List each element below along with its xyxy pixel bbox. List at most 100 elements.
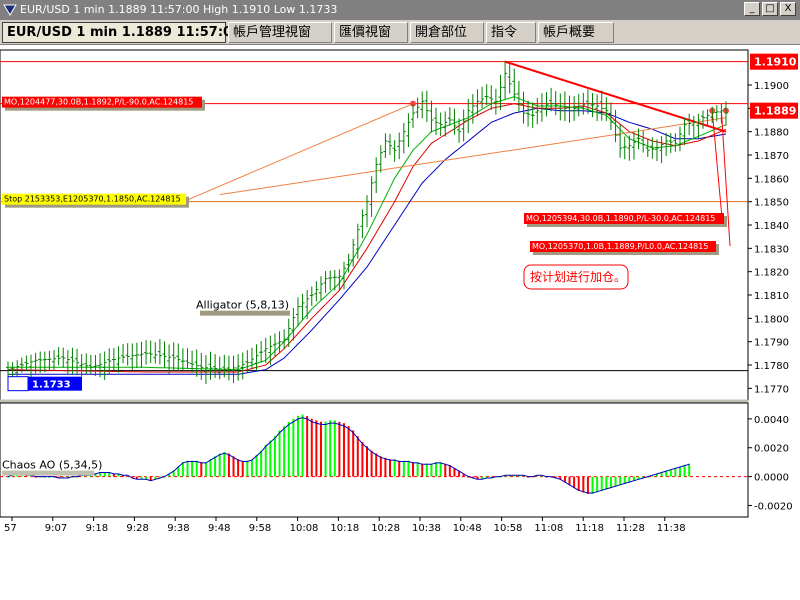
ao-bar — [361, 441, 364, 477]
ao-bar — [522, 475, 525, 477]
ao-bar — [600, 476, 603, 492]
ao-bar — [260, 450, 263, 477]
time-tick-label: 11:08 — [534, 523, 563, 534]
candle — [535, 97, 540, 125]
time-tick-label: 10:48 — [453, 523, 482, 534]
tab-quotes[interactable]: 匯價視窗 — [334, 22, 408, 43]
ao-tick-label: 0.0040 — [754, 415, 789, 426]
ao-bar — [135, 476, 138, 480]
ao-bar — [370, 450, 373, 477]
ao-bar — [255, 454, 258, 477]
tab-account-management[interactable]: 帳戶管理視窗 — [228, 22, 332, 43]
candle — [636, 128, 641, 150]
ao-bar — [112, 473, 115, 477]
ao-bar — [301, 414, 304, 477]
ao-bar — [177, 466, 180, 477]
candle — [461, 109, 466, 142]
ao-bar — [476, 476, 479, 480]
ao-bar — [619, 476, 622, 486]
ao-bar — [195, 460, 198, 477]
candle — [236, 354, 241, 381]
order-mo-1205394-text: MO,1205394,30.0B,1.1890,P/L-30.0,AC.1248… — [526, 214, 715, 223]
tab-orders[interactable]: 指令 — [486, 22, 536, 43]
candle — [125, 343, 130, 366]
candle — [75, 348, 80, 376]
tab-open-positions[interactable]: 開倉部位 — [410, 22, 484, 43]
candle — [392, 140, 397, 162]
price-chart[interactable]: 1.19001.18901.18801.18701.18601.18501.18… — [0, 45, 800, 600]
order-mo-1205370-text: MO,1205370,1.0B,1.1889,P/L0.0,AC.124815 — [532, 242, 708, 251]
candle — [544, 92, 549, 117]
candle — [530, 102, 535, 129]
stop-order-2153353-box[interactable] — [2, 193, 186, 205]
candle — [332, 269, 337, 291]
ao-bar — [471, 476, 474, 479]
candle — [650, 137, 655, 159]
ao-bar — [200, 462, 203, 477]
candle — [346, 253, 351, 273]
ao-bar — [85, 475, 88, 477]
note-text: 按计划进行加仓。 — [530, 270, 626, 284]
candle — [318, 276, 323, 301]
ao-bar — [669, 469, 672, 477]
tab-chart[interactable]: EUR/USD 1 min 1.1889 11:57:00 — [2, 22, 241, 43]
candle — [341, 261, 346, 290]
candle — [539, 93, 544, 122]
trendline-lower — [219, 117, 727, 196]
ao-bar — [278, 430, 281, 477]
ao-bar — [191, 460, 194, 477]
ao-bar — [439, 462, 442, 477]
ao-bar — [637, 476, 640, 480]
candle — [374, 157, 379, 194]
ao-bar — [462, 473, 465, 477]
price-tick-label: 1.1900 — [754, 81, 789, 92]
candle — [572, 96, 577, 121]
order-mo-1205394-box[interactable] — [524, 213, 724, 224]
ao-bar — [665, 470, 668, 477]
candle — [562, 91, 567, 122]
ao-bar — [99, 472, 102, 477]
ao-bar — [490, 476, 493, 479]
price-tick-label: 1.1770 — [754, 384, 789, 395]
minimize-button[interactable]: _ — [744, 2, 760, 16]
candle — [516, 80, 521, 112]
low-price-label: 1.1733 — [32, 380, 71, 391]
candle — [714, 105, 719, 122]
candle — [673, 133, 678, 152]
maximize-button[interactable]: □ — [762, 2, 778, 16]
ao-bar — [273, 436, 276, 477]
ao-bar — [389, 459, 392, 477]
candle — [240, 352, 245, 380]
price-tick-label: 1.1820 — [754, 268, 789, 279]
candle — [480, 86, 485, 109]
candle — [668, 133, 673, 154]
candle — [443, 111, 448, 137]
ao-bar — [103, 472, 106, 477]
candle — [388, 133, 393, 156]
order-mo-1205370-box[interactable] — [530, 241, 716, 252]
candle — [231, 355, 236, 384]
note-callout[interactable] — [523, 264, 629, 290]
candle — [677, 126, 682, 152]
ao-pane-frame — [0, 402, 749, 518]
candle — [162, 341, 167, 368]
candle — [29, 354, 34, 377]
ao-bar — [140, 476, 143, 480]
candle — [613, 109, 618, 143]
tab-account-summary[interactable]: 帳戶概要 — [538, 22, 614, 43]
ao-bar — [126, 475, 129, 477]
low-price-marker — [7, 376, 29, 392]
time-tick-label: 57 — [4, 523, 17, 534]
ao-bar — [586, 476, 589, 494]
candle — [705, 109, 710, 127]
order-mo-1204477-box[interactable] — [2, 96, 202, 108]
ao-bar — [563, 476, 566, 483]
ao-bar — [214, 456, 217, 477]
candle — [254, 344, 259, 372]
stop-order-2153353-text: Stop 2153353,E1205370,1.1850,AC.124815 — [4, 195, 181, 204]
ao-bar — [250, 459, 253, 477]
close-button[interactable]: X — [780, 2, 796, 16]
candle — [70, 347, 75, 374]
ao-bar — [448, 465, 451, 477]
candle — [259, 341, 264, 363]
